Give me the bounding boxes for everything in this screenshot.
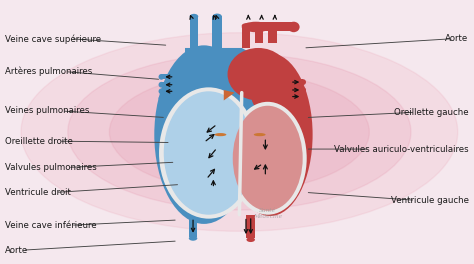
Ellipse shape (155, 45, 254, 224)
Text: Aorte: Aorte (5, 246, 28, 255)
Polygon shape (287, 87, 303, 93)
Text: Santé
Médecine: Santé Médecine (253, 208, 283, 219)
Polygon shape (161, 96, 178, 101)
Polygon shape (256, 22, 294, 31)
Ellipse shape (255, 23, 264, 28)
Ellipse shape (21, 33, 458, 231)
Ellipse shape (159, 87, 258, 219)
Ellipse shape (68, 54, 411, 210)
Ellipse shape (158, 88, 164, 94)
Ellipse shape (190, 14, 198, 19)
Ellipse shape (215, 133, 227, 136)
Polygon shape (255, 27, 264, 43)
Ellipse shape (251, 74, 299, 116)
Ellipse shape (228, 48, 289, 101)
Ellipse shape (228, 53, 313, 216)
Ellipse shape (194, 58, 270, 116)
Ellipse shape (301, 87, 306, 93)
Polygon shape (268, 27, 277, 43)
Polygon shape (242, 27, 250, 43)
Polygon shape (185, 48, 275, 74)
Polygon shape (287, 79, 303, 85)
Text: Veine cave inférieure: Veine cave inférieure (5, 221, 97, 230)
Polygon shape (189, 216, 197, 237)
Ellipse shape (158, 82, 164, 88)
Polygon shape (190, 16, 198, 51)
Polygon shape (287, 101, 303, 106)
Ellipse shape (189, 236, 197, 241)
Ellipse shape (158, 96, 164, 101)
Ellipse shape (229, 102, 307, 215)
Polygon shape (224, 90, 235, 101)
Ellipse shape (242, 22, 270, 32)
Polygon shape (242, 27, 250, 48)
Polygon shape (212, 16, 222, 48)
Text: Ventricule droit: Ventricule droit (5, 188, 71, 197)
Text: Valvules auriculo-ventriculaires: Valvules auriculo-ventriculaires (334, 145, 469, 154)
Polygon shape (161, 74, 178, 79)
Polygon shape (161, 82, 178, 87)
Polygon shape (287, 94, 303, 99)
Text: Oreillette gauche: Oreillette gauche (394, 108, 469, 117)
Text: Veine cave supérieure: Veine cave supérieure (5, 34, 101, 44)
Text: Artères pulmonaires: Artères pulmonaires (5, 67, 93, 76)
Polygon shape (246, 215, 255, 238)
Ellipse shape (288, 22, 300, 32)
Ellipse shape (109, 73, 369, 191)
Polygon shape (161, 89, 178, 94)
Text: Ventricule gauche: Ventricule gauche (391, 196, 469, 205)
Ellipse shape (246, 237, 255, 242)
Ellipse shape (301, 94, 306, 100)
Ellipse shape (158, 74, 164, 80)
Ellipse shape (254, 133, 265, 136)
Ellipse shape (268, 23, 277, 28)
Text: Veines pulmonaires: Veines pulmonaires (5, 106, 90, 115)
Ellipse shape (301, 100, 306, 106)
Text: Valvules pulmonaires: Valvules pulmonaires (5, 163, 97, 172)
Ellipse shape (212, 13, 222, 19)
Ellipse shape (164, 91, 254, 215)
Ellipse shape (233, 106, 303, 211)
Ellipse shape (242, 23, 250, 28)
Text: Oreillette droite: Oreillette droite (5, 137, 73, 146)
Ellipse shape (301, 79, 306, 85)
Text: Aorte: Aorte (446, 34, 469, 43)
